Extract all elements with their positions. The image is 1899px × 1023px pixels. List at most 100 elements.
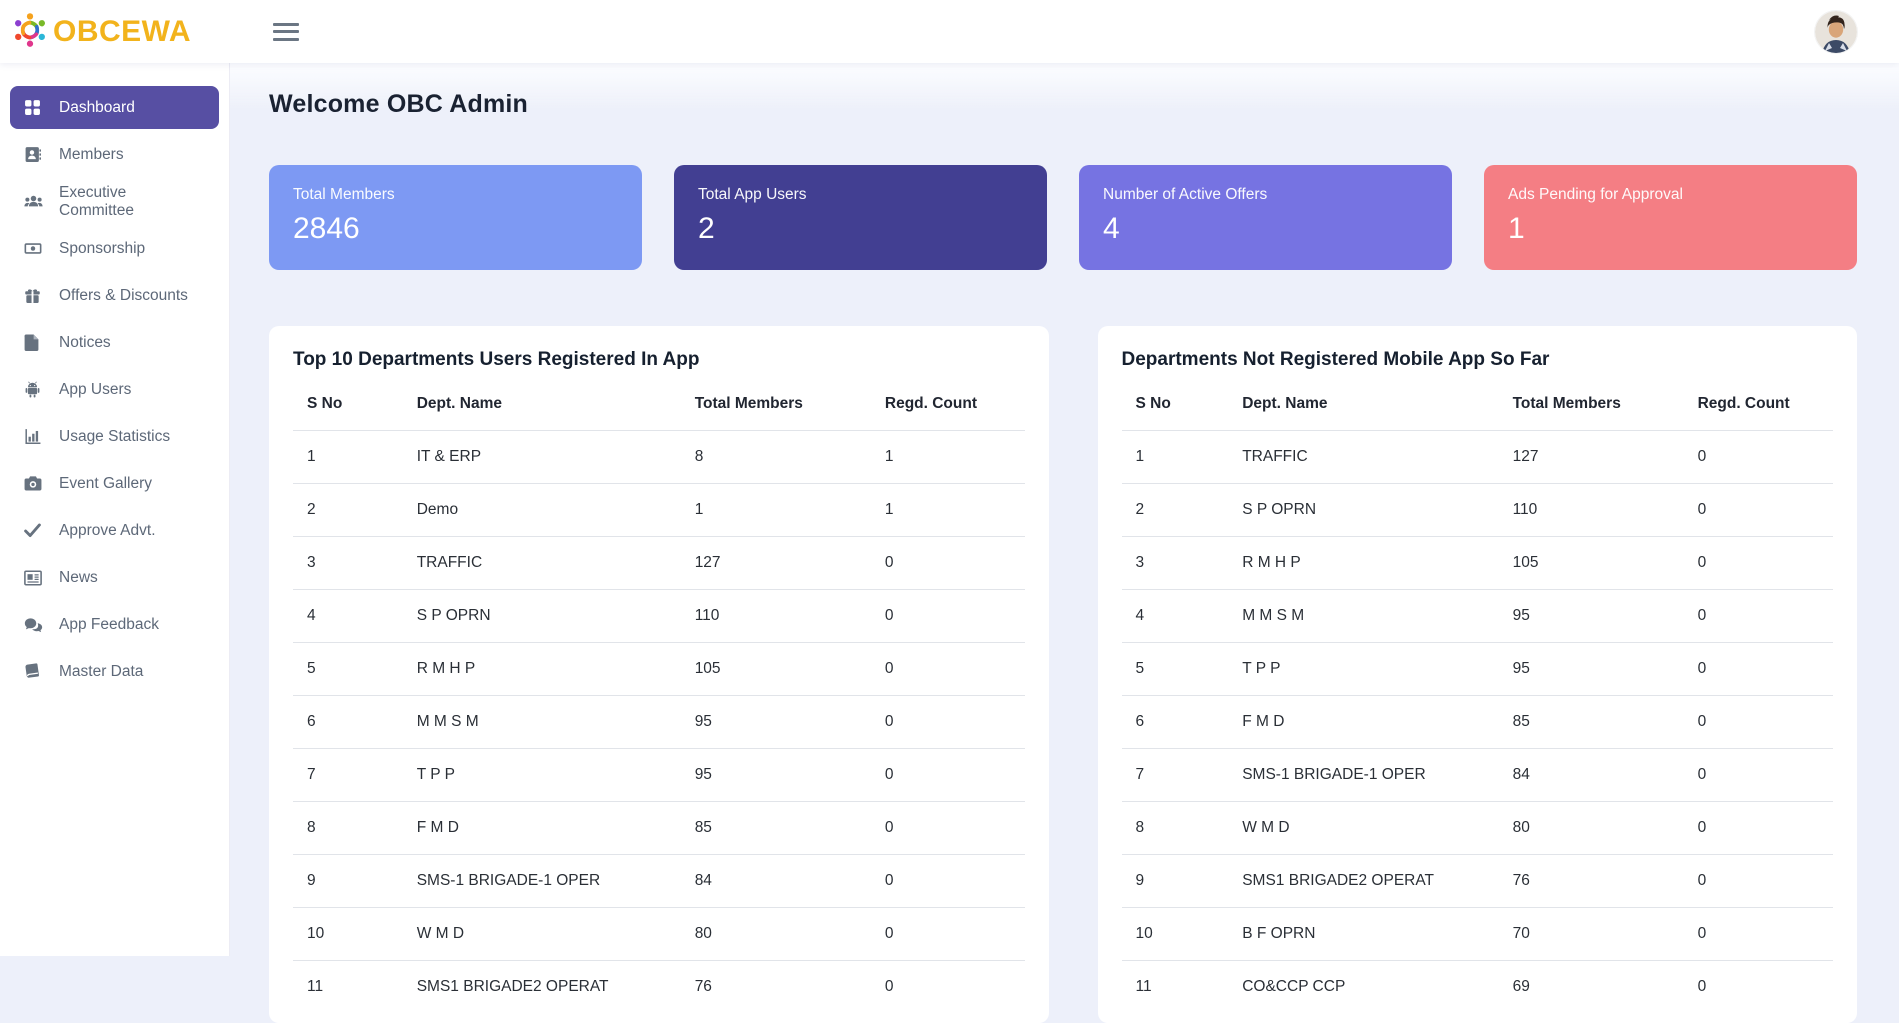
stat-card: Total App Users 2: [674, 165, 1047, 270]
table-column-header: Regd. Count: [871, 377, 1025, 431]
cell-dept-name: T P P: [1228, 643, 1498, 696]
cell-regd-count: 1: [871, 484, 1025, 537]
table-row: 9 SMS1 BRIGADE2 OPERAT 76 0: [1122, 855, 1834, 908]
sidebar-item-label: News: [59, 569, 98, 587]
cell-regd-count: 0: [871, 643, 1025, 696]
sidebar-item-label: Dashboard: [59, 99, 135, 117]
top-header: OBCEWA: [0, 0, 1899, 63]
table-row: 3 TRAFFIC 127 0: [293, 537, 1025, 590]
sidebar-item[interactable]: Event Gallery: [10, 462, 219, 505]
cell-total-members: 85: [681, 802, 871, 855]
cell-total-members: 76: [1499, 855, 1684, 908]
table-row: 10 W M D 80 0: [293, 908, 1025, 961]
table-column-header: Dept. Name: [403, 377, 681, 431]
cell-dept-name: F M D: [1228, 696, 1498, 749]
cell-s-no: 4: [293, 590, 403, 643]
table-column-header: Dept. Name: [1228, 377, 1498, 431]
cell-regd-count: 0: [1684, 590, 1833, 643]
table-row: 3 R M H P 105 0: [1122, 537, 1834, 590]
stat-card-value: 2: [698, 212, 1023, 246]
comments-icon: [24, 617, 44, 633]
newspaper-icon: [24, 570, 44, 586]
cell-dept-name: SMS-1 BRIGADE-1 OPER: [1228, 749, 1498, 802]
stat-card-value: 1: [1508, 212, 1833, 246]
cell-dept-name: SMS1 BRIGADE2 OPERAT: [1228, 855, 1498, 908]
cell-dept-name: F M D: [403, 802, 681, 855]
stat-card-label: Total Members: [293, 186, 618, 204]
check-icon: [24, 523, 44, 538]
sidebar-item[interactable]: Executive Committee: [10, 180, 219, 223]
file-icon: [24, 334, 44, 351]
cell-total-members: 95: [681, 749, 871, 802]
sidebar-item[interactable]: Offers & Discounts: [10, 274, 219, 317]
sidebar-item[interactable]: News: [10, 556, 219, 599]
cell-dept-name: W M D: [403, 908, 681, 961]
table-column-header: S No: [1122, 377, 1229, 431]
cell-regd-count: 0: [871, 908, 1025, 961]
cell-total-members: 127: [1499, 431, 1684, 484]
users-icon: [24, 193, 44, 210]
sidebar-item-label: App Users: [59, 381, 131, 399]
cell-total-members: 8: [681, 431, 871, 484]
cell-regd-count: 0: [871, 961, 1025, 1014]
cell-total-members: 80: [681, 908, 871, 961]
sidebar-item-label: Members: [59, 146, 124, 164]
cell-dept-name: W M D: [1228, 802, 1498, 855]
sidebar-item-label: Approve Advt.: [59, 522, 156, 540]
table-row: 11 SMS1 BRIGADE2 OPERAT 76 0: [293, 961, 1025, 1014]
sidebar-item[interactable]: Notices: [10, 321, 219, 364]
cell-s-no: 10: [1122, 908, 1229, 961]
sidebar-item[interactable]: Usage Statistics: [10, 415, 219, 458]
table-row: 9 SMS-1 BRIGADE-1 OPER 84 0: [293, 855, 1025, 908]
cell-s-no: 11: [293, 961, 403, 1014]
cell-s-no: 10: [293, 908, 403, 961]
main-content: Welcome OBC Admin Total Members 2846 Tot…: [230, 63, 1899, 1023]
cell-regd-count: 0: [871, 696, 1025, 749]
cell-s-no: 8: [1122, 802, 1229, 855]
table-row: 6 M M S M 95 0: [293, 696, 1025, 749]
brand-name: OBCEWA: [53, 15, 191, 49]
cell-dept-name: SMS1 BRIGADE2 OPERAT: [403, 961, 681, 1014]
android-icon: [24, 381, 44, 398]
user-avatar[interactable]: [1815, 11, 1857, 53]
people-star-logo-icon: [9, 8, 51, 55]
cell-s-no: 2: [293, 484, 403, 537]
cell-total-members: 69: [1499, 961, 1684, 1014]
sidebar-item[interactable]: App Feedback: [10, 603, 219, 646]
sidebar-item[interactable]: Dashboard: [10, 86, 219, 129]
table-column-header: Regd. Count: [1684, 377, 1833, 431]
sidebar-item-label: Offers & Discounts: [59, 287, 188, 305]
sidebar-item[interactable]: App Users: [10, 368, 219, 411]
tables-row: Top 10 Departments Users Registered In A…: [269, 326, 1857, 1023]
top-departments-table-card: Top 10 Departments Users Registered In A…: [269, 326, 1049, 1023]
sidebar-item[interactable]: Members: [10, 133, 219, 176]
cell-s-no: 1: [1122, 431, 1229, 484]
hamburger-menu-icon[interactable]: [271, 14, 301, 49]
stat-card-label: Total App Users: [698, 186, 1023, 204]
table-column-header: Total Members: [1499, 377, 1684, 431]
cell-total-members: 110: [681, 590, 871, 643]
sidebar-item[interactable]: Master Data: [10, 650, 219, 693]
address-book-icon: [24, 146, 44, 163]
cell-dept-name: Demo: [403, 484, 681, 537]
cell-total-members: 1: [681, 484, 871, 537]
cell-total-members: 76: [681, 961, 871, 1014]
cell-total-members: 105: [1499, 537, 1684, 590]
cell-dept-name: R M H P: [1228, 537, 1498, 590]
money-bill-icon: [24, 240, 44, 257]
sidebar-item-label: Executive Committee: [59, 184, 205, 220]
stat-card-value: 4: [1103, 212, 1428, 246]
sidebar-item[interactable]: Approve Advt.: [10, 509, 219, 552]
cell-dept-name: TRAFFIC: [1228, 431, 1498, 484]
cell-total-members: 70: [1499, 908, 1684, 961]
table-row: 1 TRAFFIC 127 0: [1122, 431, 1834, 484]
cell-dept-name: T P P: [403, 749, 681, 802]
cell-regd-count: 0: [1684, 484, 1833, 537]
cell-s-no: 5: [1122, 643, 1229, 696]
not-registered-table-card: Departments Not Registered Mobile App So…: [1098, 326, 1858, 1023]
table-row: 5 R M H P 105 0: [293, 643, 1025, 696]
sidebar-item-label: Notices: [59, 334, 111, 352]
brand-logo[interactable]: OBCEWA: [0, 8, 230, 55]
cell-s-no: 3: [1122, 537, 1229, 590]
sidebar-item[interactable]: Sponsorship: [10, 227, 219, 270]
